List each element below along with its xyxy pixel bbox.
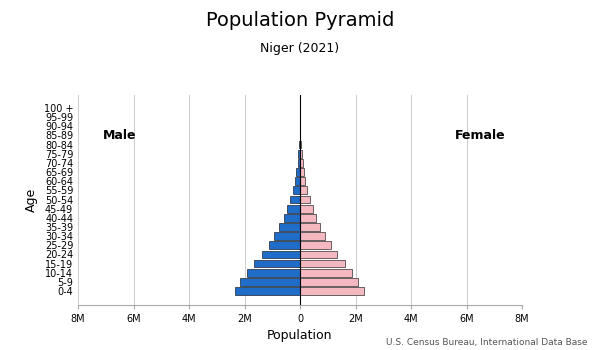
- Bar: [300, 150, 302, 158]
- Bar: [300, 278, 358, 286]
- Text: Niger (2021): Niger (2021): [260, 42, 340, 55]
- Bar: [274, 232, 300, 240]
- Bar: [300, 241, 331, 249]
- Bar: [235, 287, 300, 295]
- Text: Male: Male: [103, 129, 136, 142]
- Text: Female: Female: [455, 129, 506, 142]
- Bar: [247, 269, 300, 276]
- Bar: [254, 260, 300, 267]
- Bar: [300, 168, 304, 176]
- Bar: [293, 187, 300, 194]
- Bar: [241, 278, 300, 286]
- Bar: [300, 205, 313, 212]
- Text: U.S. Census Bureau, International Data Base: U.S. Census Bureau, International Data B…: [386, 337, 588, 346]
- Bar: [300, 260, 344, 267]
- Bar: [290, 196, 300, 203]
- Bar: [280, 223, 300, 231]
- Bar: [269, 241, 300, 249]
- Bar: [298, 150, 300, 158]
- Bar: [300, 214, 316, 222]
- Bar: [300, 269, 352, 276]
- Bar: [300, 232, 325, 240]
- Bar: [284, 214, 300, 222]
- Bar: [300, 177, 305, 185]
- Bar: [300, 141, 301, 148]
- Bar: [300, 287, 364, 295]
- Bar: [296, 168, 300, 176]
- Bar: [300, 223, 320, 231]
- Bar: [300, 251, 337, 258]
- Bar: [295, 177, 300, 185]
- Y-axis label: Age: Age: [25, 187, 38, 212]
- Bar: [300, 187, 307, 194]
- Text: Population Pyramid: Population Pyramid: [206, 10, 394, 29]
- Bar: [262, 251, 300, 258]
- Bar: [299, 141, 300, 148]
- Bar: [300, 196, 310, 203]
- Bar: [287, 205, 300, 212]
- X-axis label: Population: Population: [267, 329, 333, 342]
- Bar: [298, 159, 300, 167]
- Bar: [300, 159, 302, 167]
